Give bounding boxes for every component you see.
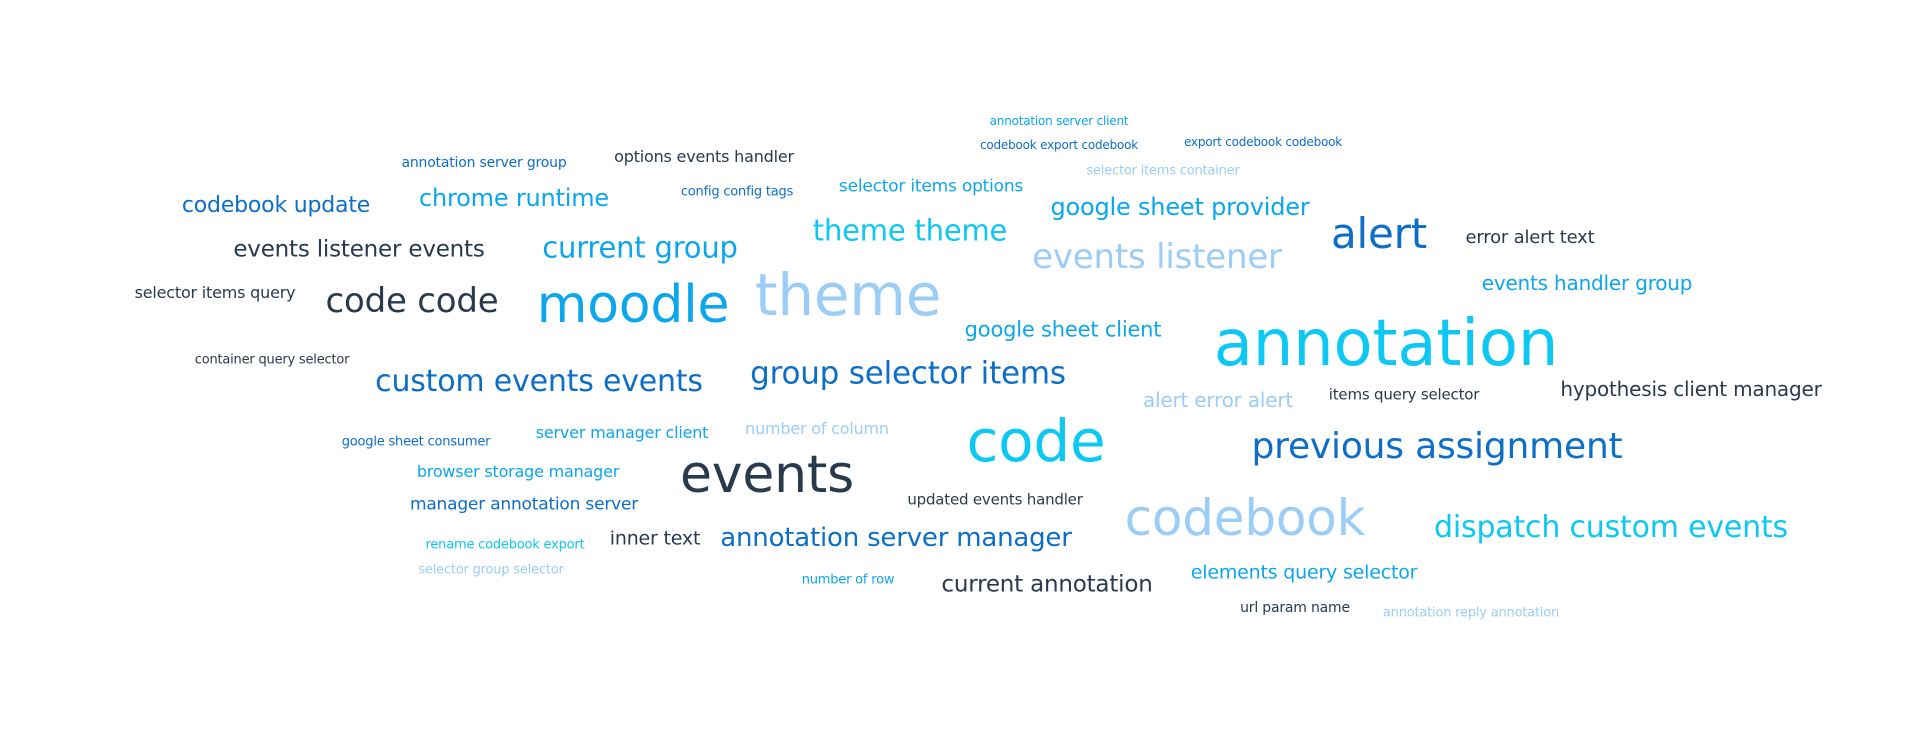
cloud-word: browser storage manager: [416, 462, 620, 481]
cloud-word: theme: [754, 261, 942, 329]
cloud-word: previous assignment: [1251, 426, 1623, 467]
cloud-word: code: [966, 407, 1106, 475]
cloud-word: code code: [325, 281, 499, 321]
cloud-word: elements query selector: [1190, 561, 1418, 584]
cloud-word: number of row: [801, 572, 895, 588]
cloud-word: options events handler: [614, 147, 794, 166]
cloud-word: url param name: [1240, 600, 1350, 616]
cloud-word: events listener events: [233, 236, 485, 263]
cloud-word: alert: [1331, 209, 1427, 258]
cloud-word: selector items container: [1086, 163, 1240, 179]
cloud-word: annotation server group: [401, 155, 567, 171]
cloud-word: items query selector: [1328, 385, 1480, 404]
cloud-word: hypothesis client manager: [1560, 377, 1822, 401]
cloud-word: google sheet consumer: [341, 434, 491, 450]
cloud-word: current group: [542, 230, 738, 265]
cloud-word: events: [680, 445, 854, 505]
cloud-word: alert error alert: [1142, 388, 1294, 412]
cloud-word: chrome runtime: [419, 184, 609, 212]
cloud-word: codebook update: [181, 193, 371, 218]
cloud-word: annotation reply annotation: [1382, 605, 1560, 621]
cloud-word: manager annotation server: [409, 494, 639, 515]
cloud-word: group selector items: [750, 355, 1066, 392]
cloud-word: codebook export codebook: [979, 138, 1139, 152]
cloud-word: export codebook codebook: [1183, 135, 1343, 149]
cloud-word: annotation server client: [989, 114, 1129, 128]
cloud-word: selector group selector: [418, 562, 564, 578]
cloud-word: codebook: [1124, 489, 1366, 547]
cloud-word: rename codebook export: [425, 537, 585, 553]
cloud-word: google sheet client: [964, 317, 1162, 342]
cloud-word: events handler group: [1481, 271, 1693, 295]
cloud-word: server manager client: [535, 423, 709, 442]
cloud-word: custom events events: [375, 364, 703, 399]
cloud-word: config config tags: [680, 184, 794, 200]
cloud-word: selector items query: [134, 283, 296, 302]
cloud-word: inner text: [609, 527, 701, 550]
cloud-word: selector items options: [838, 176, 1024, 197]
cloud-word: number of column: [745, 419, 889, 438]
cloud-word: theme theme: [812, 213, 1008, 248]
cloud-word: current annotation: [941, 571, 1153, 598]
cloud-word: google sheet provider: [1050, 193, 1310, 221]
cloud-word: moodle: [536, 275, 730, 335]
cloud-word: events listener: [1032, 237, 1282, 277]
cloud-word: error alert text: [1465, 227, 1595, 248]
cloud-word: annotation: [1213, 307, 1559, 381]
cloud-word: annotation server manager: [720, 523, 1072, 553]
cloud-word: dispatch custom events: [1434, 510, 1788, 545]
cloud-word: container query selector: [194, 352, 350, 368]
cloud-word: updated events handler: [907, 490, 1083, 509]
